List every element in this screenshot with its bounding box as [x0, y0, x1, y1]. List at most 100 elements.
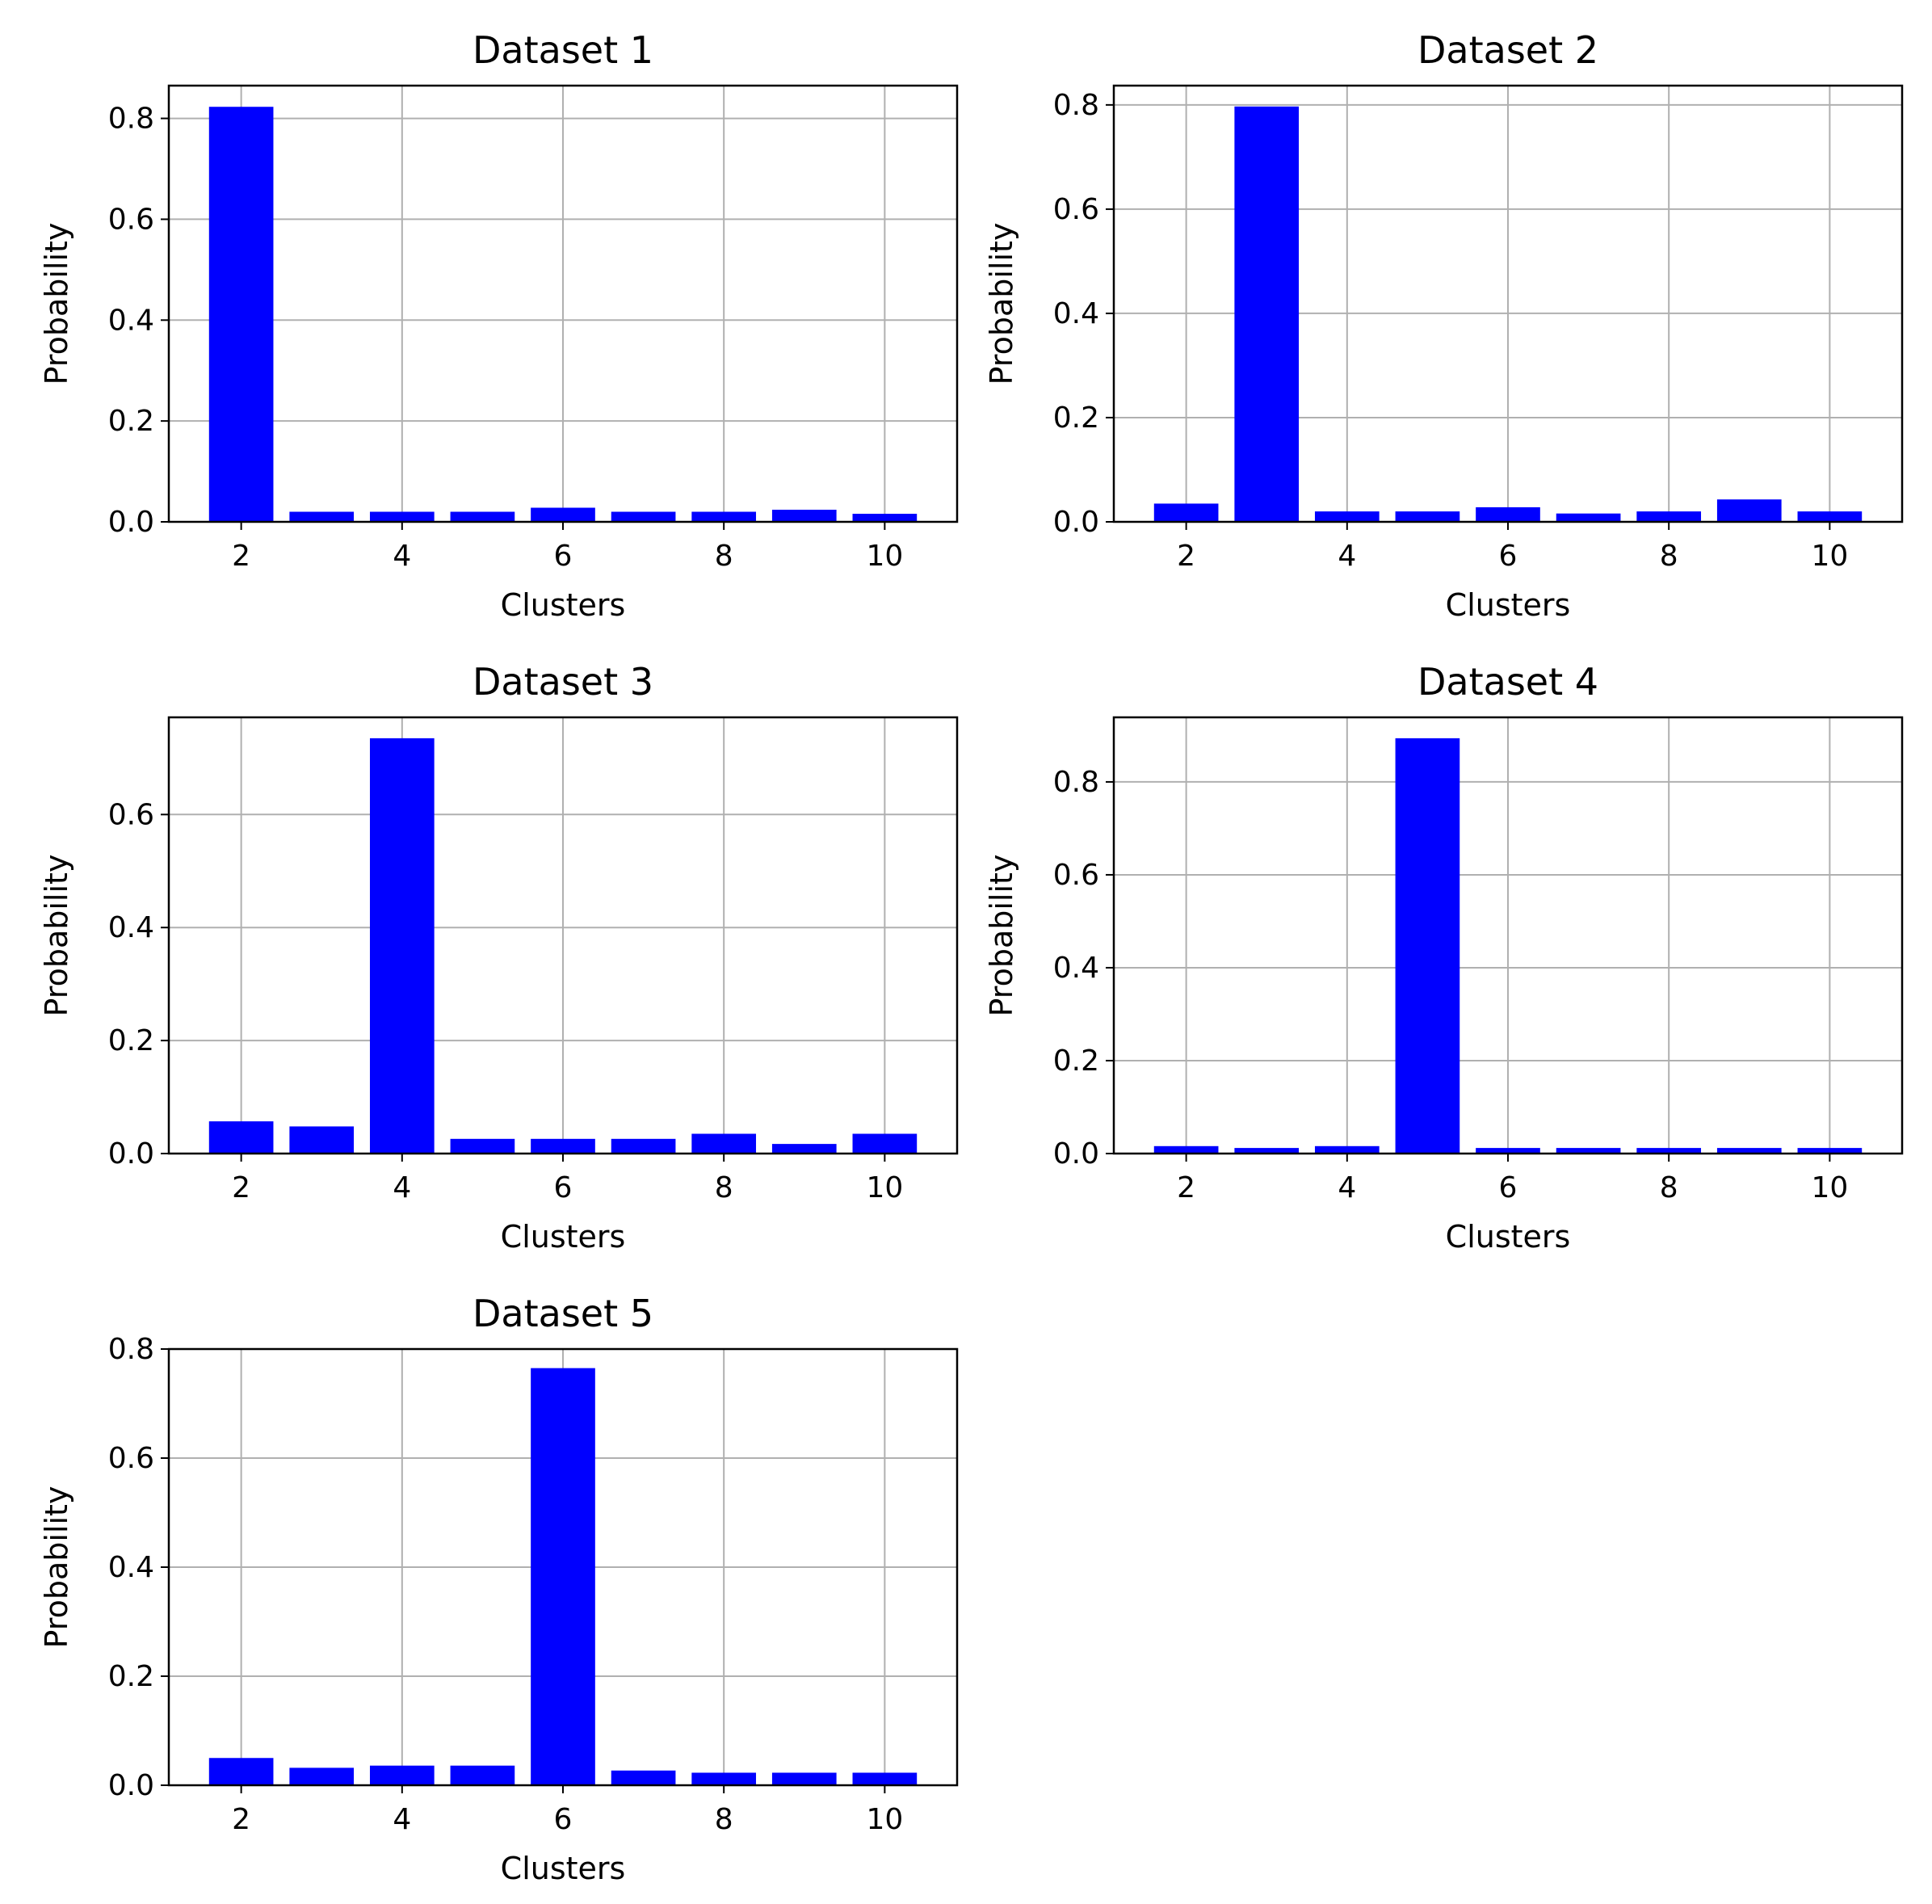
x-tick-label: 2 — [232, 1803, 250, 1836]
bar — [611, 1138, 676, 1154]
y-tick-label: 0.2 — [1053, 1044, 1099, 1078]
x-tick-label: 8 — [715, 1803, 733, 1836]
y-tick-label: 0.2 — [1053, 401, 1099, 435]
x-tick-label: 10 — [866, 1171, 903, 1204]
bar — [1314, 1145, 1380, 1154]
bar — [369, 1765, 435, 1785]
subplot-title: Dataset 3 — [472, 660, 653, 704]
x-axis-label: Clusters — [501, 587, 626, 623]
bar — [289, 1126, 355, 1154]
y-tick-label: 0.8 — [1053, 766, 1099, 799]
y-tick-label: 0.6 — [108, 203, 154, 236]
subplot-title: Dataset 5 — [472, 1292, 653, 1335]
bar — [1234, 106, 1300, 522]
y-axis-label: Probability — [984, 223, 1019, 385]
x-axis-label: Clusters — [501, 1219, 626, 1255]
y-tick-label: 0.6 — [1053, 193, 1099, 226]
bar — [1234, 1148, 1300, 1154]
bar — [852, 514, 918, 522]
subplot-dataset-1: 2 4 6 8 10 0.0 0.2 0.4 0.6 0.8 Dataset 1 Clusters Pr… — [39, 28, 959, 623]
y-tick-label: 0.4 — [108, 911, 154, 944]
bar — [1636, 511, 1702, 522]
x-tick-label: 6 — [554, 540, 573, 573]
bar — [691, 511, 757, 522]
subplot-title: Dataset 1 — [472, 28, 653, 72]
x-tick-label: 6 — [554, 1171, 573, 1204]
x-tick-label: 10 — [1811, 1171, 1848, 1204]
y-tick-label: 0.8 — [108, 103, 154, 136]
x-tick-label: 6 — [1499, 540, 1518, 573]
x-tick-label: 4 — [393, 1171, 411, 1204]
y-tick-label: 0.0 — [108, 1137, 154, 1171]
bar — [852, 1772, 918, 1785]
bar — [1636, 1148, 1702, 1154]
subplot-dataset-5: 2 4 6 8 10 0.0 0.2 0.4 0.6 0.8 Dataset 5 Clusters Pr… — [39, 1292, 959, 1886]
subplot-title: Dataset 4 — [1418, 660, 1598, 704]
subplot-dataset-4: 2 4 6 8 10 0.0 0.2 0.4 0.6 0.8 Dataset 4 Clusters Pr… — [984, 660, 1904, 1255]
x-tick-label: 8 — [1660, 540, 1678, 573]
y-tick-label: 0.0 — [108, 506, 154, 539]
bar — [771, 1144, 837, 1154]
y-tick-label: 0.4 — [1053, 297, 1099, 330]
bar — [1556, 513, 1621, 522]
bar — [289, 1767, 355, 1785]
bar — [1476, 1148, 1540, 1154]
x-tick-label: 10 — [1811, 540, 1848, 573]
subplot-title: Dataset 2 — [1418, 28, 1598, 72]
y-axis-label: Probability — [39, 223, 74, 385]
bar — [208, 107, 274, 522]
x-axis-label: Clusters — [1446, 1219, 1571, 1255]
bar — [1153, 503, 1219, 522]
x-tick-label: 8 — [1660, 1171, 1678, 1204]
bar — [531, 1368, 595, 1785]
y-tick-label: 0.6 — [1053, 859, 1099, 892]
bar — [691, 1133, 757, 1154]
bar — [531, 507, 595, 522]
bar — [1476, 506, 1540, 522]
bar — [450, 1138, 515, 1154]
bar — [771, 510, 837, 522]
bar — [611, 1770, 676, 1785]
x-tick-label: 6 — [554, 1803, 573, 1836]
y-axis-label: Probability — [39, 1486, 74, 1649]
x-tick-label: 8 — [715, 540, 733, 573]
x-tick-label: 2 — [232, 1171, 250, 1204]
x-tick-label: 2 — [1177, 540, 1195, 573]
x-tick-label: 4 — [1338, 540, 1356, 573]
bar — [1716, 1148, 1782, 1154]
y-tick-label: 0.2 — [108, 405, 154, 438]
x-tick-label: 2 — [232, 540, 250, 573]
bar — [208, 1121, 274, 1154]
bar — [369, 738, 435, 1154]
bar — [691, 1772, 757, 1785]
bar — [1556, 1148, 1621, 1154]
x-tick-label: 10 — [866, 540, 903, 573]
y-tick-label: 0.2 — [108, 1660, 154, 1693]
bar — [1153, 1145, 1219, 1154]
bar — [1395, 511, 1460, 522]
y-tick-label: 0.4 — [108, 1551, 154, 1584]
y-tick-label: 0.6 — [108, 798, 154, 831]
bar — [1797, 1148, 1863, 1154]
bar — [369, 511, 435, 522]
bar — [771, 1772, 837, 1785]
x-tick-label: 4 — [1338, 1171, 1356, 1204]
y-tick-label: 0.6 — [108, 1442, 154, 1475]
x-tick-label: 6 — [1499, 1171, 1518, 1204]
bar — [450, 1765, 515, 1785]
x-tick-label: 8 — [715, 1171, 733, 1204]
x-tick-label: 4 — [393, 1803, 411, 1836]
y-axis-label: Probability — [39, 855, 74, 1017]
subplot-dataset-3: 2 4 6 8 10 0.0 0.2 0.4 0.6 Dataset 3 Clusters Proba… — [39, 660, 959, 1255]
bar — [1716, 499, 1782, 522]
y-tick-label: 0.8 — [108, 1333, 154, 1366]
x-tick-label: 4 — [393, 540, 411, 573]
y-tick-label: 0.0 — [108, 1769, 154, 1802]
y-tick-label: 0.2 — [108, 1024, 154, 1057]
bar — [611, 511, 676, 522]
subplot-dataset-2: 2 4 6 8 10 0.0 0.2 0.4 0.6 0.8 Dataset 2 Clusters Pr… — [984, 28, 1904, 623]
y-tick-label: 0.8 — [1053, 89, 1099, 122]
x-axis-label: Clusters — [1446, 587, 1571, 623]
bar — [1395, 738, 1460, 1154]
